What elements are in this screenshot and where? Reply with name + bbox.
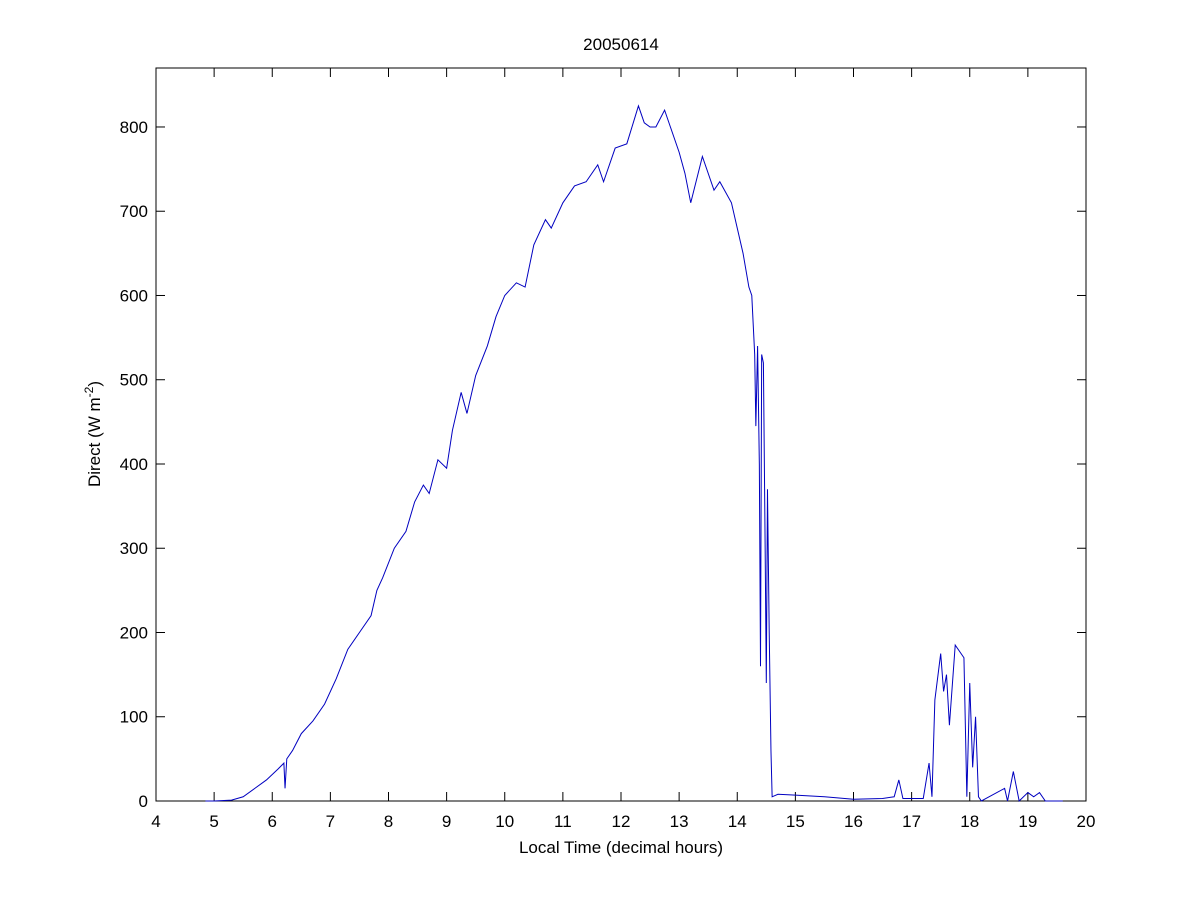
x-axis-label: Local Time (decimal hours): [519, 838, 723, 857]
chart-title: 20050614: [583, 35, 659, 54]
y-tick-label: 500: [120, 371, 148, 390]
x-tick-label: 17: [902, 812, 921, 831]
x-tick-label: 4: [151, 812, 160, 831]
y-tick-label: 600: [120, 286, 148, 305]
y-tick-label: 700: [120, 202, 148, 221]
x-tick-label: 10: [495, 812, 514, 831]
y-tick-label: 400: [120, 455, 148, 474]
y-axis-label: Direct (W m-2): [82, 381, 104, 487]
x-tick-label: 7: [326, 812, 335, 831]
x-tick-label: 13: [670, 812, 689, 831]
y-label-end: ): [85, 381, 104, 387]
x-tick-label: 5: [209, 812, 218, 831]
x-tick-label: 14: [728, 812, 747, 831]
x-tick-label: 18: [960, 812, 979, 831]
x-tick-label: 16: [844, 812, 863, 831]
x-tick-label: 15: [786, 812, 805, 831]
x-tick-label: 12: [612, 812, 631, 831]
x-tick-label: 19: [1018, 812, 1037, 831]
data-line: [205, 104, 1063, 802]
x-tick-label: 6: [268, 812, 277, 831]
x-tick-label: 9: [442, 812, 451, 831]
plot-area: [155, 67, 1087, 802]
y-label-text: Direct (W m: [85, 397, 104, 487]
x-tick-label: 8: [384, 812, 393, 831]
y-label-sup: -2: [82, 386, 96, 397]
x-tick-label: 11: [554, 812, 572, 831]
y-tick-label: 200: [120, 623, 148, 642]
x-tick-label: 20: [1077, 812, 1096, 831]
y-tick-label: 100: [120, 708, 148, 727]
y-tick-label: 0: [139, 792, 148, 811]
y-tick-label: 300: [120, 539, 148, 558]
y-tick-label: 800: [120, 118, 148, 137]
